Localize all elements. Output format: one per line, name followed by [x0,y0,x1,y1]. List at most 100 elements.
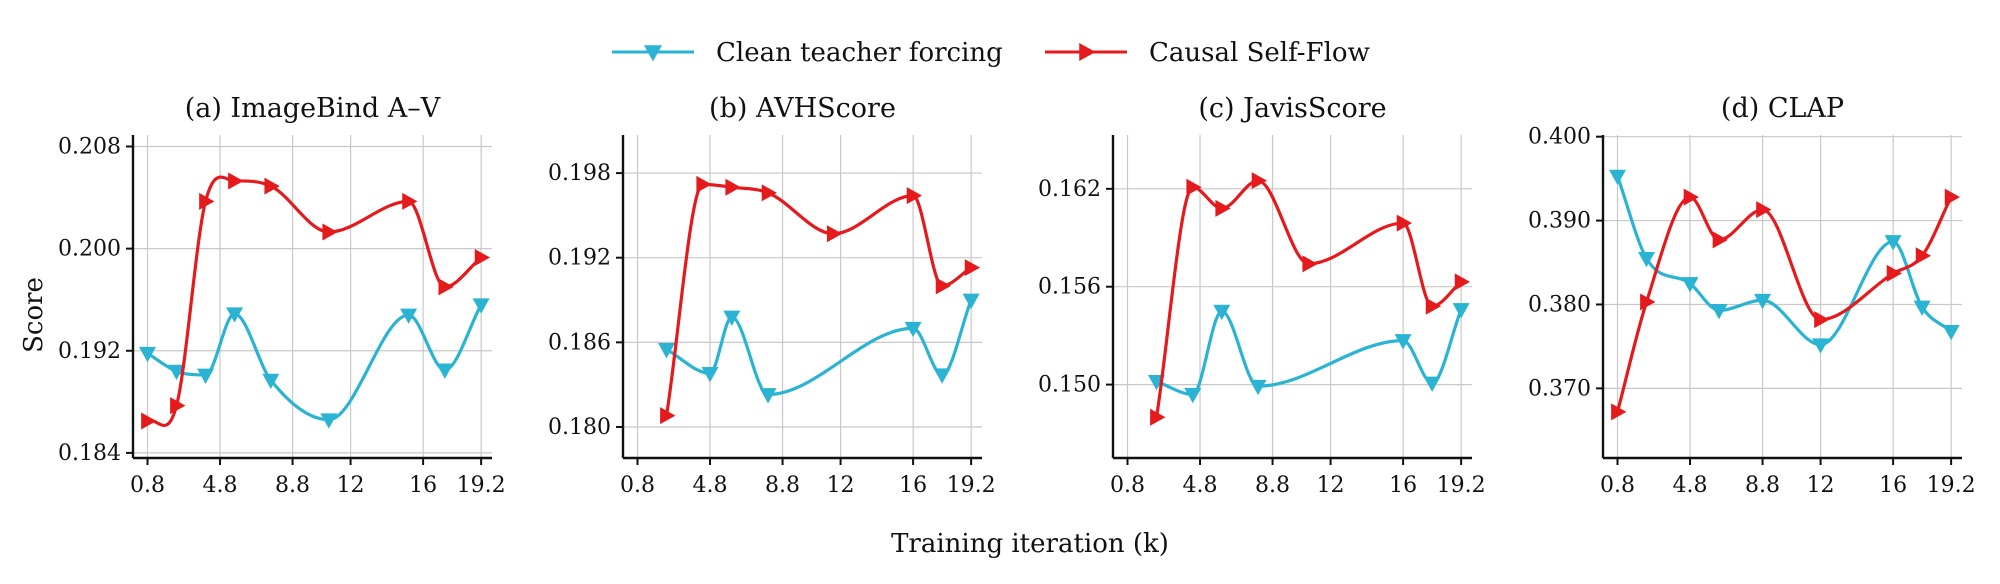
data-point [228,172,244,190]
data-point [1251,172,1267,190]
data-point [1913,300,1931,316]
data-point [725,178,741,196]
data-point [933,368,951,384]
x-tick-label: 16 [409,473,437,498]
data-point [1184,388,1202,404]
y-tick-label: 0.380 [1528,292,1591,317]
data-point [906,187,923,205]
data-point [761,184,777,202]
data-point [1884,235,1902,251]
chart-panels: (a) ImageBind A–V 0.8 4.8 8.8 12 16 19.2 0.184 0… [58,93,1976,498]
x-tick-label: 12 [827,473,855,498]
y-tick-label: 0.192 [58,339,121,364]
data-point [1886,264,1903,282]
grid [623,135,982,458]
panel-4: (d) CLAP 0.8 4.8 8.8 12 16 19.2 0.370 0.380 0.390… [1528,93,1976,498]
data-point [1394,334,1412,350]
x-tick-label: 8.8 [1745,473,1780,498]
legend-item-causal-self-flow: Causal Self-Flow [1045,38,1370,68]
x-tick-label: 16 [1879,473,1907,498]
data-point [759,388,777,404]
x-tick-label: 4.8 [693,473,728,498]
grid [1603,135,1962,458]
series-line [664,182,973,418]
panel-1: (a) ImageBind A–V 0.8 4.8 8.8 12 16 19.2 0.184 0… [58,93,506,498]
data-point [436,363,454,379]
y-tick-label: 0.200 [58,237,121,262]
x-tick-label: 19.2 [1437,473,1486,498]
data-point [935,277,952,295]
data-point [1638,251,1656,268]
x-tick-label: 4.8 [203,473,238,498]
y-tick-label: 0.208 [58,134,121,159]
data-point [1425,297,1442,315]
data-point [139,346,157,363]
series-causal-self-flow [1611,188,1961,421]
data-point [170,397,186,415]
y-tick-label: 0.150 [1038,373,1101,398]
data-point [1944,188,1961,206]
data-point [1814,311,1830,329]
x-tick-label: 19.2 [947,473,996,498]
data-point [962,293,980,309]
data-point [141,412,157,430]
y-tick-label: 0.400 [1528,125,1591,150]
data-point [322,223,338,241]
data-point [660,407,676,425]
data-point [1186,178,1202,196]
series-causal-self-flow [660,175,981,425]
panel-title: (d) CLAP [1721,93,1844,124]
series-clean-teacher-forcing [1609,169,1960,354]
x-tick-label: 16 [1389,473,1417,498]
data-point [226,307,244,323]
data-point [658,343,676,359]
legend-item-clean-teacher-forcing: Clean teacher forcing [612,38,1003,68]
series-clean-teacher-forcing [139,298,490,429]
data-point [1915,247,1932,265]
x-tick-label: 4.8 [1673,473,1708,498]
series-line [145,303,483,422]
y-tick-label: 0.192 [548,246,611,271]
x-tick-label: 0.8 [620,473,655,498]
data-point [1150,408,1166,426]
data-point [1712,231,1728,249]
x-tick-label: 0.8 [130,473,165,498]
series-clean-teacher-forcing [658,293,980,404]
x-tick-label: 12 [337,473,365,498]
series-line [1615,174,1953,347]
data-point [472,298,490,314]
x-tick-label: 12 [1807,473,1835,498]
grid [133,135,492,458]
data-point [1452,303,1470,319]
data-point [1812,338,1830,354]
legend: Clean teacher forcing Causal Self-Flow [612,38,1370,68]
x-tick-label: 8.8 [1255,473,1290,498]
y-tick-label: 0.162 [1038,177,1101,202]
x-tick-label: 0.8 [1600,473,1635,498]
x-tick-label: 12 [1317,473,1345,498]
data-point [1423,376,1441,392]
legend-marker [644,45,662,62]
series-causal-self-flow [141,172,491,430]
panel-3: (c) JavisScore 0.8 4.8 8.8 12 16 19.2 0.150 0.15… [1038,93,1486,498]
data-point [1756,201,1772,219]
data-point [904,321,922,338]
legend-marker [1079,43,1096,61]
x-tick-label: 8.8 [765,473,800,498]
y-tick-label: 0.186 [548,330,611,355]
data-point [400,308,418,324]
data-point [1213,304,1231,321]
data-point [701,366,719,383]
x-tick-label: 8.8 [275,473,310,498]
data-point [1215,199,1231,217]
series-line [1154,307,1463,396]
x-axis-label: Training iteration (k) [891,529,1169,559]
series-line [145,175,483,427]
series-line [664,298,973,397]
series-line [1154,179,1463,419]
data-point [964,259,981,277]
data-point [1681,277,1699,293]
data-point [1640,293,1656,311]
data-point [262,373,280,390]
